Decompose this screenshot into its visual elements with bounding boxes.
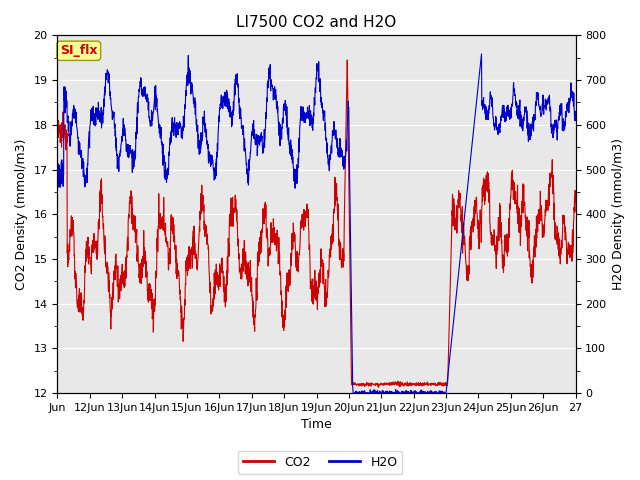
- Y-axis label: CO2 Density (mmol/m3): CO2 Density (mmol/m3): [15, 139, 28, 290]
- Y-axis label: H2O Density (mmol/m3): H2O Density (mmol/m3): [612, 138, 625, 290]
- Text: SI_flx: SI_flx: [60, 44, 97, 57]
- X-axis label: Time: Time: [301, 419, 332, 432]
- Legend: CO2, H2O: CO2, H2O: [237, 451, 403, 474]
- Title: LI7500 CO2 and H2O: LI7500 CO2 and H2O: [236, 15, 397, 30]
